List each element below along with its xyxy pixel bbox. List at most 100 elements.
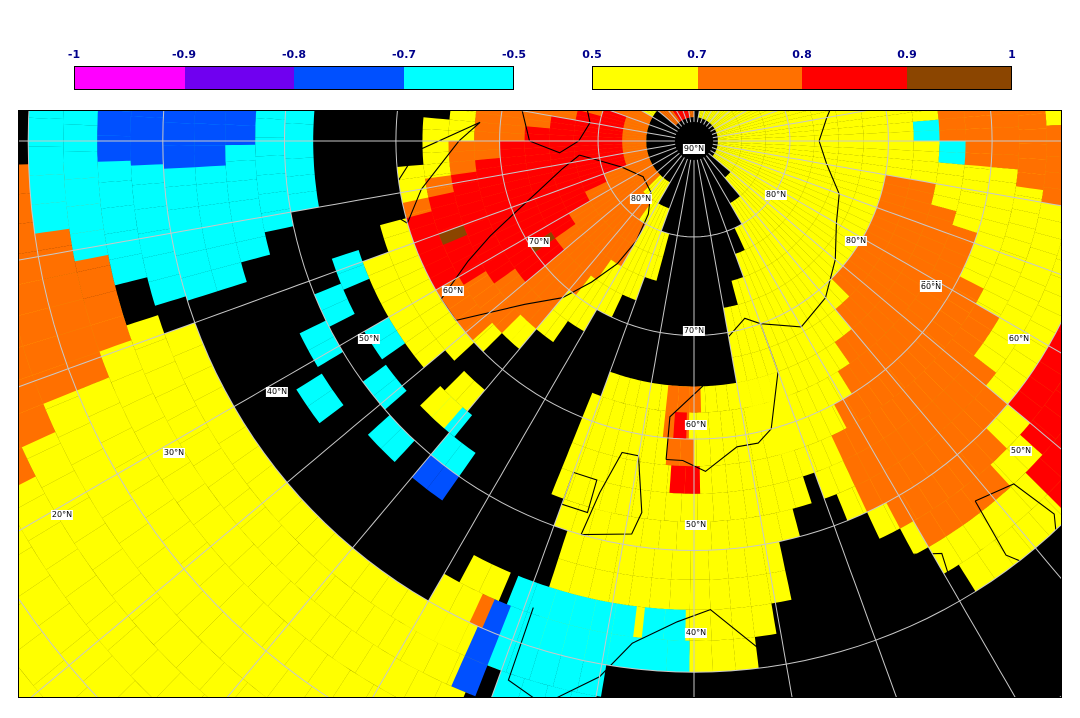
data-cell bbox=[1022, 319, 1056, 349]
data-cell bbox=[789, 130, 815, 137]
data-cell bbox=[27, 443, 75, 488]
data-cell bbox=[573, 130, 599, 137]
data-cell bbox=[879, 250, 907, 273]
data-cell bbox=[777, 395, 799, 425]
data-cell bbox=[739, 119, 764, 129]
data-cell bbox=[601, 112, 626, 123]
data-cell bbox=[710, 520, 730, 551]
data-cell bbox=[164, 184, 199, 211]
data-cell bbox=[747, 378, 765, 407]
data-cell bbox=[843, 329, 869, 357]
data-cell bbox=[741, 353, 758, 381]
data-cell bbox=[640, 518, 661, 549]
data-cell bbox=[235, 682, 266, 697]
data-cell bbox=[649, 204, 664, 228]
data-cell bbox=[206, 242, 242, 271]
data-cell bbox=[622, 134, 647, 139]
data-cell bbox=[765, 141, 790, 146]
data-cell bbox=[789, 125, 814, 133]
data-cell bbox=[162, 122, 195, 146]
data-cell bbox=[278, 499, 319, 540]
data-cell bbox=[587, 222, 609, 244]
data-cell bbox=[787, 157, 813, 167]
data-cell bbox=[258, 190, 291, 214]
data-cell bbox=[834, 335, 860, 364]
graticule-latitude-label: 60°N bbox=[684, 420, 708, 430]
data-cell bbox=[623, 149, 648, 157]
data-cell bbox=[644, 408, 661, 437]
data-cell bbox=[933, 257, 964, 281]
data-cell bbox=[820, 315, 844, 343]
data-cell bbox=[65, 575, 116, 625]
data-cell bbox=[163, 162, 197, 188]
data-cell bbox=[572, 205, 596, 224]
data-cell bbox=[787, 115, 813, 125]
data-cell bbox=[766, 570, 792, 604]
data-cell bbox=[888, 233, 917, 255]
data-cell bbox=[784, 169, 809, 183]
graticule-meridian bbox=[708, 152, 1061, 450]
data-cell bbox=[769, 344, 788, 372]
data-cell bbox=[789, 210, 813, 230]
data-cell bbox=[775, 226, 797, 248]
data-cell bbox=[334, 591, 375, 633]
data-cell bbox=[958, 552, 995, 592]
data-cell bbox=[710, 111, 724, 125]
longitude-label-top: 100°E bbox=[915, 110, 941, 111]
data-cell bbox=[866, 223, 894, 243]
data-cell bbox=[163, 111, 196, 124]
data-cell bbox=[409, 222, 439, 243]
data-cell bbox=[716, 126, 741, 135]
data-cell bbox=[789, 145, 815, 152]
data-cell bbox=[616, 214, 636, 237]
data-cell bbox=[391, 589, 429, 630]
data-cell bbox=[735, 111, 752, 119]
data-cell bbox=[111, 369, 154, 408]
data-cell bbox=[712, 155, 732, 172]
data-cell bbox=[223, 488, 266, 529]
data-cell bbox=[705, 111, 714, 121]
data-cell bbox=[709, 111, 722, 124]
data-cell bbox=[104, 229, 142, 260]
data-cell bbox=[1013, 276, 1046, 302]
data-cell bbox=[987, 179, 1017, 198]
data-cell bbox=[680, 111, 685, 120]
data-cell bbox=[884, 242, 912, 264]
data-cell bbox=[552, 289, 576, 316]
data-cell bbox=[413, 233, 444, 256]
data-cell bbox=[931, 194, 960, 212]
data-cell bbox=[648, 229, 662, 254]
graticule-latitude-label: 80°N bbox=[629, 194, 653, 204]
data-cell bbox=[560, 295, 583, 321]
data-cell bbox=[524, 133, 550, 141]
data-cell bbox=[605, 512, 628, 545]
data-cell bbox=[604, 291, 623, 318]
data-cell bbox=[225, 160, 257, 182]
data-cell bbox=[225, 111, 257, 126]
data-cell bbox=[743, 487, 764, 519]
data-cell bbox=[738, 157, 762, 169]
data-cell bbox=[257, 525, 299, 567]
data-cell bbox=[539, 244, 565, 266]
data-cell bbox=[731, 111, 734, 112]
data-cell bbox=[674, 111, 683, 121]
data-cell bbox=[856, 446, 885, 479]
data-cell bbox=[829, 460, 855, 493]
graticule-meridian bbox=[703, 157, 1016, 697]
data-cell bbox=[765, 147, 790, 154]
data-cell bbox=[464, 626, 500, 666]
data-cell bbox=[459, 555, 493, 592]
graticule-meridian bbox=[696, 159, 793, 697]
data-cell bbox=[741, 137, 766, 141]
coastline bbox=[521, 111, 591, 154]
data-cell bbox=[946, 452, 979, 487]
data-cell bbox=[239, 602, 285, 648]
data-cell bbox=[812, 289, 836, 316]
data-cell bbox=[19, 222, 38, 254]
data-cell bbox=[964, 152, 992, 167]
data-cell bbox=[917, 474, 949, 510]
data-cell bbox=[754, 176, 778, 193]
data-cell bbox=[362, 364, 396, 396]
data-cell bbox=[57, 497, 106, 544]
data-cell bbox=[262, 482, 303, 522]
